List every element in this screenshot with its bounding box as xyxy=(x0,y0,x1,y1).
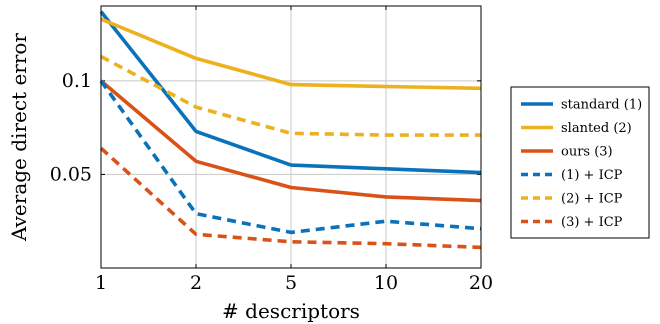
series-line xyxy=(99,79,482,235)
legend-label: (3) + ICP xyxy=(561,215,623,230)
series-lines xyxy=(99,10,482,250)
plot-frame xyxy=(100,5,482,269)
legend-label: ours (3) xyxy=(561,145,613,160)
y-tick-label: 0.05 xyxy=(50,163,92,185)
x-tick-label: 1 xyxy=(95,272,107,294)
legend-box xyxy=(510,86,650,239)
x-tick-label: 5 xyxy=(285,272,297,294)
series-line xyxy=(100,54,481,137)
legend-label: (1) + ICP xyxy=(561,168,623,183)
legend: standard (1) slanted (2) ours (3) (1) + ICP… xyxy=(510,86,650,239)
series-line xyxy=(99,79,482,203)
y-tick-label: 0.1 xyxy=(62,70,92,92)
grid xyxy=(100,6,482,268)
legend-label: slanted (2) xyxy=(561,121,632,136)
x-tick-label: 10 xyxy=(374,272,398,294)
series-line xyxy=(99,10,482,175)
legend-label: (2) + ICP xyxy=(561,192,623,207)
series-line xyxy=(99,146,482,250)
y-tick-labels: 0.05 0.1 xyxy=(50,70,92,186)
x-tick-label: 2 xyxy=(190,272,202,294)
x-tick-label: 20 xyxy=(469,272,493,294)
x-tick-labels: 1 2 5 10 20 xyxy=(95,272,493,294)
y-axis-title: Average direct error xyxy=(7,33,31,242)
legend-label: standard (1) xyxy=(561,98,642,113)
series-line xyxy=(100,17,482,91)
x-axis-title: # descriptors xyxy=(222,299,360,323)
